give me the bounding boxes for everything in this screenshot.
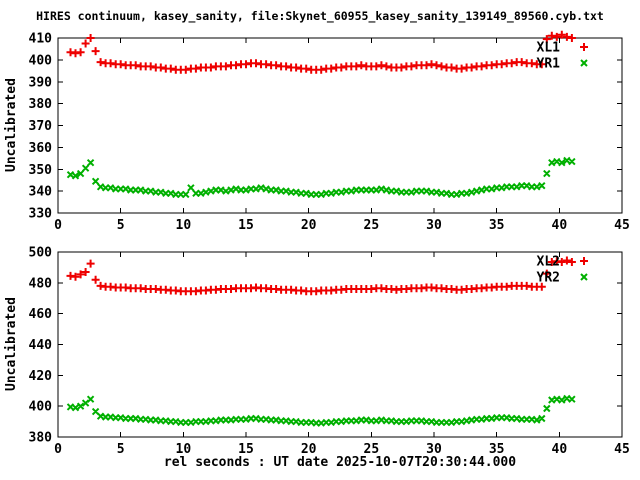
y-tick-label: 340	[29, 185, 53, 200]
legend-marker-cross-icon	[580, 59, 588, 67]
x-tick-label: 35	[489, 442, 505, 457]
legend-marker-plus-icon	[580, 43, 588, 51]
subplot-1: 330 340 350 360 370 380 390 400 410 0 5 10 15 20 25 30 3…	[29, 30, 630, 233]
y-tick-label: 460	[29, 307, 53, 322]
legend-label-YR1: YR1	[537, 57, 561, 72]
y-tick-label: 370	[29, 119, 53, 134]
x-tick-label: 30	[426, 442, 442, 457]
series-YR2-points	[66, 394, 576, 427]
x-tick-label: 10	[176, 442, 192, 457]
x-tick-label: 45	[614, 218, 630, 233]
x-axis-label: rel seconds : UT date 2025-10-07T20:30:4…	[163, 455, 517, 470]
x-tick-label: 35	[489, 218, 505, 233]
y-tick-label: 380	[29, 431, 53, 446]
legend-marker-plus-icon	[580, 257, 588, 265]
y-tick-label: 440	[29, 338, 53, 353]
series-XL1-points	[66, 30, 576, 74]
x-tick-label: 40	[552, 442, 568, 457]
legend-label-YR2: YR2	[537, 271, 560, 286]
x-tick-label: 15	[238, 442, 254, 457]
y-tick-label: 330	[29, 207, 53, 222]
x-tick-label: 10	[176, 218, 192, 233]
x-tick-label: 25	[364, 218, 380, 233]
y-tick-label: 400	[29, 400, 53, 415]
x-tick-label: 20	[301, 218, 317, 233]
chart-title: HIRES continuum, kasey_sanity, file:Skyn…	[36, 9, 604, 23]
axis-ticks	[57, 37, 623, 214]
y-tick-label: 480	[29, 276, 53, 291]
y-tick-label: 410	[29, 32, 53, 47]
subplot-2: 380 400 420 440 460 480 500 0 5 10 15 20 25 30 35 40 45 X…	[29, 246, 630, 458]
y-tick-label: 360	[29, 141, 53, 156]
y-tick-label: 390	[29, 75, 53, 90]
x-tick-label: 5	[117, 218, 125, 233]
x-tick-label: 5	[117, 442, 125, 457]
y-tick-label: 350	[29, 163, 53, 178]
series-YR1-points	[66, 156, 576, 199]
series-XL2-points	[66, 256, 576, 296]
legend-label-XL1: XL1	[537, 41, 561, 56]
x-tick-label: 15	[238, 218, 254, 233]
y-tick-label: 380	[29, 97, 53, 112]
y-tick-label: 500	[29, 246, 53, 261]
y-tick-label: 400	[29, 53, 53, 68]
legend-label-XL2: XL2	[537, 255, 560, 270]
x-tick-label: 0	[54, 442, 62, 457]
axis-ticks	[57, 251, 623, 438]
x-tick-label: 25	[364, 442, 380, 457]
y-tick-label: 420	[29, 369, 53, 384]
x-tick-label: 30	[426, 218, 442, 233]
x-tick-label: 0	[54, 218, 62, 233]
x-tick-label: 40	[552, 218, 568, 233]
x-tick-label: 45	[614, 442, 630, 457]
legend-marker-cross-icon	[580, 273, 588, 281]
x-tick-label: 20	[301, 442, 317, 457]
